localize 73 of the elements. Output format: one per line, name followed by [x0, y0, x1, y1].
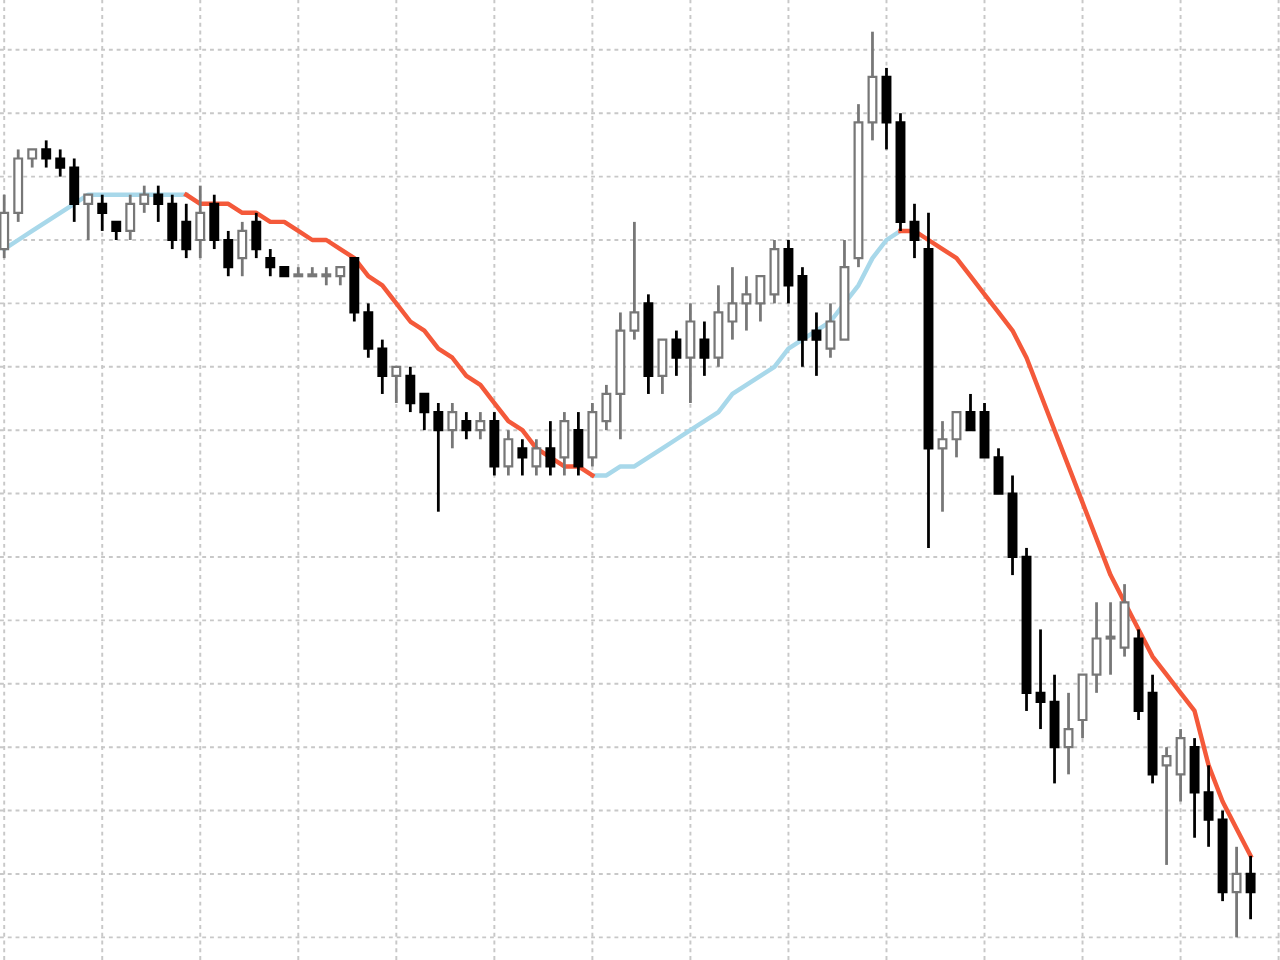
candlestick: [1119, 582, 1130, 658]
candlestick: [671, 329, 682, 378]
candlestick: [125, 193, 136, 242]
candlestick: [1203, 763, 1214, 849]
candlestick: [727, 265, 738, 342]
candlestick: [881, 66, 892, 151]
candlestick: [545, 419, 556, 477]
candlestick: [755, 274, 766, 323]
candlestick: [937, 419, 948, 514]
candlestick: [811, 311, 822, 378]
candlestick: [223, 229, 234, 278]
candlestick: [1091, 600, 1102, 695]
candlestick: [377, 338, 388, 396]
candlestick: [209, 193, 220, 251]
candlestick: [251, 211, 262, 260]
candlestick: [321, 265, 332, 287]
candlestick: [475, 410, 486, 441]
candlestick: [461, 410, 472, 441]
candlestick: [335, 265, 346, 287]
candlestick: [1189, 736, 1200, 840]
candlestick: [979, 401, 990, 459]
candlestick: [1035, 628, 1046, 731]
candlestick: [83, 193, 94, 242]
candlestick: [419, 392, 430, 432]
candlestick: [559, 410, 570, 477]
candlestick: [69, 157, 80, 224]
candlestick: [1077, 673, 1088, 740]
candlestick: [965, 392, 976, 432]
candlestick: [951, 410, 962, 459]
candlestick: [41, 138, 52, 169]
candlestick: [153, 184, 164, 224]
candlestick: [601, 383, 612, 432]
candlestick: [97, 193, 108, 233]
candlestick: [531, 437, 542, 477]
candlestick: [587, 401, 598, 468]
candlestick: [909, 202, 920, 260]
candlestick: [489, 410, 500, 477]
candlestick: [391, 365, 402, 405]
candlestick: [265, 247, 276, 278]
candlestick: [167, 193, 178, 251]
candlestick: [27, 148, 38, 169]
candlestick: [573, 410, 584, 477]
candlestick: [405, 365, 416, 414]
candlestick: [433, 401, 444, 514]
candlestick: [741, 274, 752, 332]
candlestick: [195, 184, 206, 260]
candlestick: [55, 148, 66, 178]
candlestick: [447, 401, 458, 450]
candlestick: [769, 238, 780, 305]
candlestick: [1231, 845, 1242, 939]
candlestick: [363, 302, 374, 360]
candlestick: [1161, 745, 1172, 867]
candlestick: [825, 302, 836, 360]
candlestick: [503, 428, 514, 477]
candlestick: [629, 220, 640, 342]
candlestick: [1245, 854, 1256, 921]
candlestick: [237, 220, 248, 278]
candlestick: [1049, 673, 1060, 785]
candlestick: [713, 283, 724, 369]
candlestick: [111, 220, 122, 242]
candlestick: [993, 446, 1004, 495]
candlestick: [0, 193, 10, 260]
candlestick: [181, 202, 192, 260]
candlestick: [685, 302, 696, 405]
candlestick: [657, 338, 668, 396]
candlestick: [867, 30, 878, 142]
candlestick: [1105, 600, 1116, 677]
candlestick: [517, 437, 528, 477]
candlestick: [699, 320, 710, 378]
candlestick: [1175, 727, 1186, 803]
candlestick: [783, 238, 794, 305]
candlestick: [139, 184, 150, 215]
candlestick: [1063, 691, 1074, 776]
